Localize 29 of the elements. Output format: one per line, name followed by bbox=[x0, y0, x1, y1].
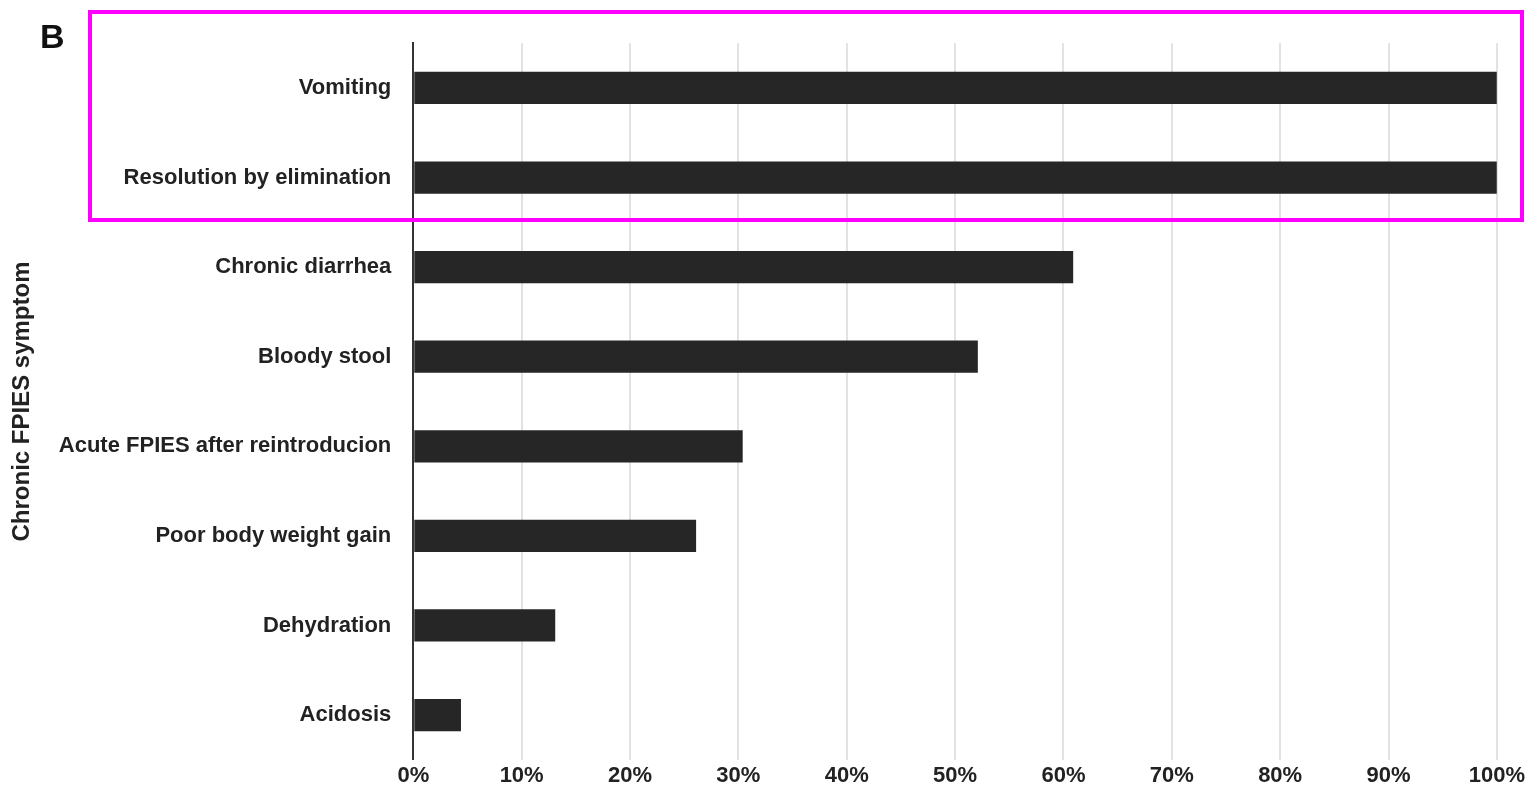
bar bbox=[414, 698, 461, 732]
x-tick-label: 10% bbox=[499, 762, 544, 788]
bar bbox=[414, 519, 697, 552]
y-tick-label: Vomiting bbox=[298, 74, 392, 100]
y-tick-label: Bloody stool bbox=[258, 342, 392, 368]
x-tick-label: 70% bbox=[1149, 762, 1194, 788]
x-tick-label: 0% bbox=[397, 762, 430, 788]
y-axis-title: Chronic FPIES symptom bbox=[7, 261, 35, 542]
y-tick-label: Poor body weight gain bbox=[155, 521, 392, 547]
x-tick-label: 40% bbox=[824, 762, 869, 788]
x-tick-label: 90% bbox=[1366, 762, 1411, 788]
bar bbox=[414, 71, 1497, 105]
x-tick-label: 60% bbox=[1041, 762, 1086, 788]
bar bbox=[414, 161, 1497, 194]
y-tick-label: Dehydration bbox=[262, 611, 392, 637]
bar bbox=[414, 430, 743, 463]
x-tick-label: 100% bbox=[1468, 762, 1526, 788]
y-tick-label: Chronic diarrhea bbox=[215, 253, 393, 279]
y-tick-label: Acute FPIES after reintroducion bbox=[58, 432, 392, 458]
x-tick-label: 30% bbox=[716, 762, 761, 788]
x-tick-label: 80% bbox=[1258, 762, 1303, 788]
x-tick-label: 50% bbox=[933, 762, 978, 788]
bar bbox=[414, 609, 556, 642]
y-tick-label: Acidosis bbox=[299, 701, 392, 727]
x-tick-label: 20% bbox=[607, 762, 653, 788]
bar bbox=[414, 340, 978, 373]
bar bbox=[414, 251, 1074, 284]
text: B bbox=[40, 17, 65, 56]
y-tick-label: Resolution by elimination bbox=[123, 163, 392, 189]
